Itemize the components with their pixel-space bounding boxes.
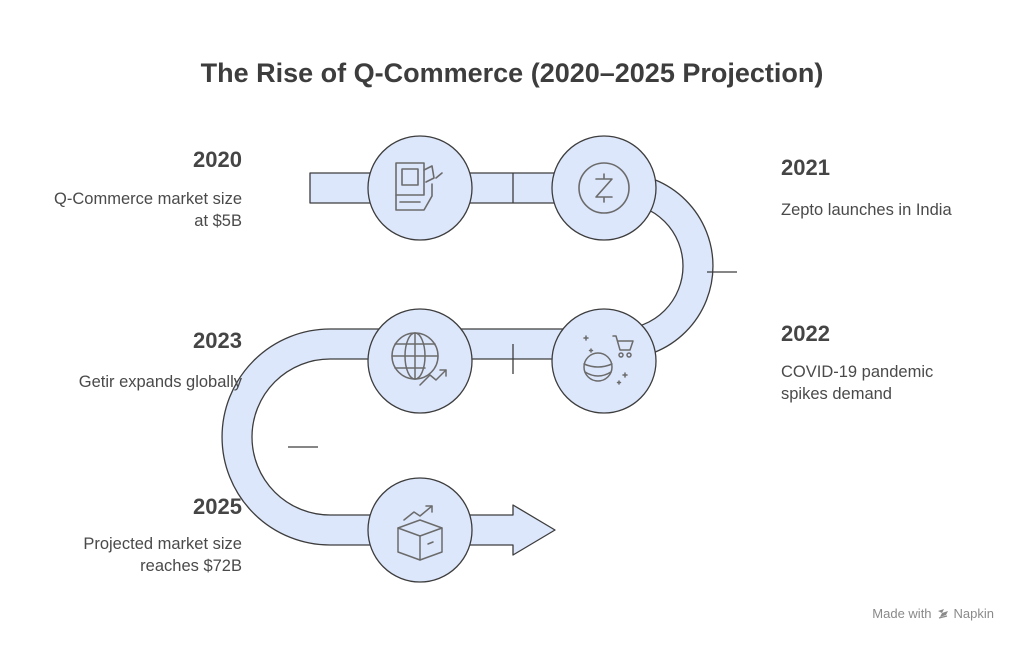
milestone-2022-line1: COVID-19 pandemic <box>781 363 934 381</box>
napkin-logo-icon <box>937 608 948 619</box>
milestone-circle-2020 <box>367 135 473 241</box>
milestone-2025-line2: reaches $72B <box>140 557 242 575</box>
year-2020: 2020 <box>193 147 242 172</box>
milestone-2023-description: Getir expands globally <box>20 371 242 393</box>
year-2023: 2023 <box>193 328 242 353</box>
milestone-2022-line2: spikes demand <box>781 385 892 403</box>
milestone-2020-description: Q-Commerce market size at $5B <box>20 188 242 232</box>
milestone-2023-line1: Getir expands globally <box>78 373 242 391</box>
box-growth-icon <box>397 505 443 561</box>
pos-register-icon <box>395 162 443 211</box>
milestone-circle-2025 <box>367 477 473 583</box>
milestone-2021-line1: Zepto launches in India <box>781 201 952 219</box>
masked-face-cart-icon <box>583 335 634 385</box>
year-2025: 2025 <box>193 494 242 519</box>
milestone-2020-line2: at $5B <box>194 212 242 230</box>
milestone-2020-line1: Q-Commerce market size <box>54 190 242 208</box>
milestone-2021-description: Zepto launches in India <box>781 199 1011 221</box>
milestone-2022-description: COVID-19 pandemic spikes demand <box>781 361 1011 405</box>
napkin-footer[interactable]: Made with Napkin <box>872 606 994 621</box>
year-2021: 2021 <box>781 155 830 180</box>
segment-dividers <box>288 173 737 448</box>
napkin-brand: Napkin <box>953 606 994 621</box>
zepto-coin-icon <box>578 162 630 214</box>
page-title: The Rise of Q-Commerce (2020–2025 Projec… <box>200 58 824 88</box>
made-with-label: Made with <box>872 606 932 621</box>
milestone-2025-line1: Projected market size <box>83 535 242 553</box>
globe-growth-icon <box>391 332 447 386</box>
milestone-circle-2023 <box>367 308 473 414</box>
milestone-2025-description: Projected market size reaches $72B <box>20 533 242 577</box>
milestone-circle-2022 <box>551 308 657 414</box>
timeline-path <box>221 172 714 556</box>
year-2022: 2022 <box>781 321 830 346</box>
